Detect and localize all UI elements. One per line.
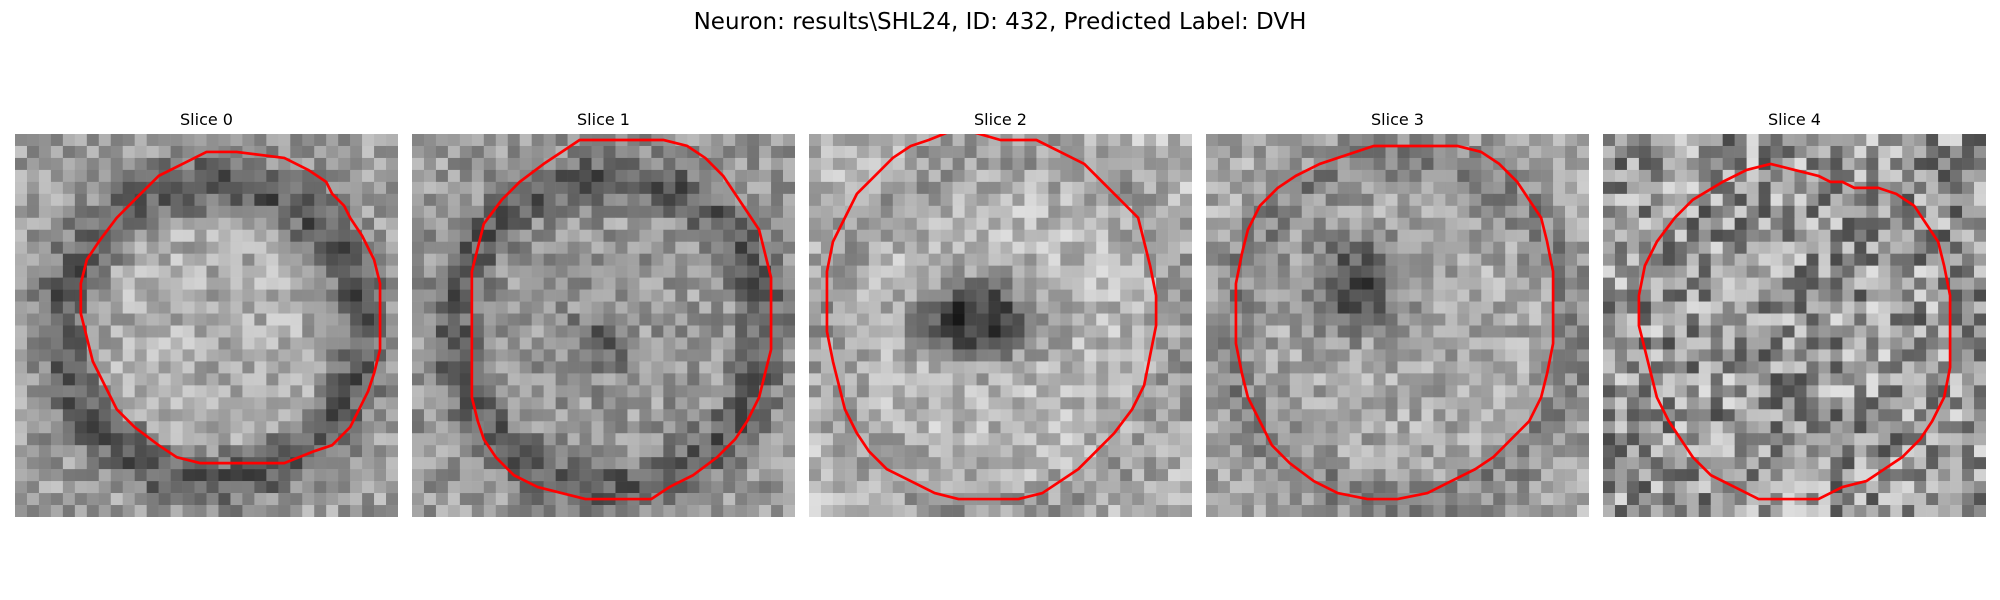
slice-3-contour: [1234, 144, 1555, 501]
slice-image-3: [1206, 134, 1589, 517]
slice-2-contour: [825, 134, 1158, 501]
slice-4-contour: [1637, 162, 1952, 501]
slice-1-canvas: [412, 134, 795, 517]
slice-image-1: [412, 134, 795, 517]
panel-title-slice-2: Slice 2: [974, 110, 1027, 129]
slice-image-0: [15, 134, 398, 517]
slice-0-contour: [79, 150, 382, 465]
panel-title-slice-0: Slice 0: [180, 110, 233, 129]
slice-0-pixels: [15, 134, 398, 517]
panel-title-slice-3: Slice 3: [1371, 110, 1424, 129]
slice-0-canvas: [15, 134, 398, 517]
figure-title: Neuron: results\SHL24, ID: 432, Predicte…: [693, 9, 1307, 35]
slice-1-pixels: [412, 134, 795, 517]
panel-title-slice-4: Slice 4: [1768, 110, 1821, 129]
slice-2-pixels: [809, 134, 1192, 517]
slice-image-2: [809, 134, 1192, 517]
slice-1-contour: [470, 138, 773, 501]
slice-2-canvas: [809, 134, 1192, 517]
panel-title-slice-1: Slice 1: [577, 110, 630, 129]
slice-image-4: [1603, 134, 1986, 517]
slice-3-pixels: [1206, 134, 1589, 517]
slice-3-canvas: [1206, 134, 1589, 517]
slice-4-pixels: [1603, 134, 1986, 517]
slice-4-canvas: [1603, 134, 1986, 517]
